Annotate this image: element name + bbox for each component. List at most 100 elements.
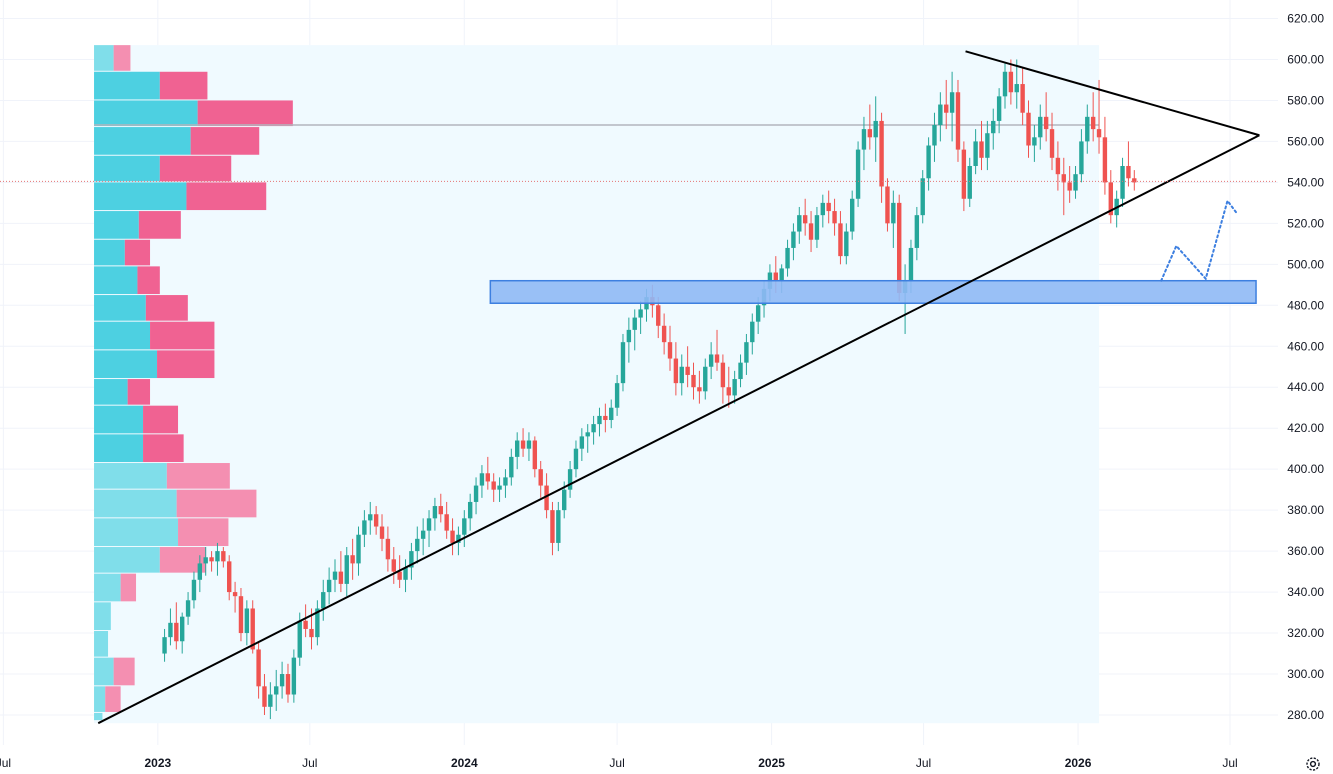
- candle-body[interactable]: [738, 362, 743, 380]
- candle-body[interactable]: [979, 141, 984, 158]
- candle-body[interactable]: [661, 325, 667, 343]
- candle-body[interactable]: [1026, 112, 1031, 146]
- candle-body[interactable]: [538, 469, 543, 486]
- candle-body[interactable]: [1126, 165, 1131, 179]
- candle-body[interactable]: [385, 538, 391, 560]
- candle-body[interactable]: [391, 559, 396, 572]
- candle-body[interactable]: [344, 555, 349, 584]
- candle-body[interactable]: [297, 620, 302, 658]
- ascending-trendline[interactable]: [97, 134, 1260, 725]
- candle-body[interactable]: [691, 374, 696, 388]
- candle-body[interactable]: [955, 92, 961, 150]
- candle-body[interactable]: [597, 415, 602, 425]
- candle-body[interactable]: [638, 309, 643, 318]
- candle-body[interactable]: [679, 366, 684, 384]
- candle-body[interactable]: [1061, 174, 1066, 183]
- candle-body[interactable]: [697, 387, 702, 392]
- candle-body[interactable]: [338, 571, 344, 584]
- candle-body[interactable]: [232, 592, 238, 597]
- candle-body[interactable]: [744, 342, 749, 363]
- candle-body[interactable]: [162, 637, 167, 654]
- candle-body[interactable]: [1090, 116, 1096, 130]
- candle-body[interactable]: [667, 342, 673, 359]
- candle-body[interactable]: [1032, 137, 1037, 146]
- candle-body[interactable]: [920, 178, 925, 216]
- candle-body[interactable]: [215, 551, 220, 562]
- candle-body[interactable]: [203, 557, 208, 564]
- candle-body[interactable]: [626, 329, 632, 343]
- drawings[interactable]: [0, 50, 1278, 725]
- candle-body[interactable]: [779, 268, 784, 281]
- candle-body[interactable]: [1132, 178, 1137, 183]
- candle-body[interactable]: [614, 383, 620, 408]
- candle-body[interactable]: [1085, 116, 1090, 142]
- candle-body[interactable]: [550, 510, 555, 543]
- candle-body[interactable]: [562, 489, 567, 511]
- candle-body[interactable]: [1038, 116, 1043, 138]
- candle-body[interactable]: [949, 92, 955, 113]
- candle-body[interactable]: [814, 215, 820, 240]
- candle-body[interactable]: [315, 608, 320, 638]
- candles[interactable]: [162, 59, 1137, 720]
- candle-body[interactable]: [861, 129, 867, 150]
- candle-body[interactable]: [620, 342, 626, 384]
- candle-body[interactable]: [1073, 174, 1078, 191]
- candle-body[interactable]: [174, 622, 179, 642]
- candle-body[interactable]: [415, 538, 420, 552]
- candle-body[interactable]: [350, 555, 355, 564]
- candle-body[interactable]: [797, 215, 802, 232]
- candle-body[interactable]: [1014, 84, 1019, 93]
- candle-body[interactable]: [808, 223, 814, 240]
- candle-body[interactable]: [197, 563, 203, 580]
- candle-body[interactable]: [467, 501, 473, 519]
- candle-body[interactable]: [726, 387, 731, 396]
- candle-body[interactable]: [438, 506, 443, 515]
- candle-body[interactable]: [1008, 71, 1014, 93]
- candle-body[interactable]: [897, 202, 902, 294]
- candle-body[interactable]: [1002, 71, 1008, 97]
- candle-body[interactable]: [991, 120, 996, 134]
- candle-body[interactable]: [791, 231, 796, 248]
- candle-body[interactable]: [914, 215, 920, 248]
- candle-body[interactable]: [509, 456, 514, 478]
- candle-body[interactable]: [873, 120, 878, 138]
- candle-body[interactable]: [274, 686, 279, 695]
- candle-body[interactable]: [573, 448, 579, 470]
- candle-body[interactable]: [1096, 129, 1102, 138]
- candle-body[interactable]: [479, 473, 485, 486]
- candle-body[interactable]: [1020, 84, 1025, 113]
- candle-body[interactable]: [885, 186, 890, 224]
- candle-body[interactable]: [473, 485, 479, 502]
- demand-zone-layer[interactable]: [489, 279, 1257, 304]
- candle-body[interactable]: [227, 561, 232, 593]
- candle-body[interactable]: [462, 518, 467, 535]
- candle-body[interactable]: [944, 104, 949, 113]
- candle-body[interactable]: [526, 440, 532, 449]
- candle-body[interactable]: [879, 120, 884, 187]
- candle-body[interactable]: [673, 358, 679, 384]
- candle-body[interactable]: [632, 317, 637, 330]
- candle-body[interactable]: [967, 165, 972, 199]
- candle-body[interactable]: [356, 534, 361, 564]
- candle-body[interactable]: [1049, 129, 1055, 158]
- candle-body[interactable]: [785, 247, 790, 269]
- candle-body[interactable]: [373, 514, 379, 527]
- candle-body[interactable]: [591, 424, 596, 433]
- candle-body[interactable]: [1055, 157, 1061, 175]
- candle-body[interactable]: [303, 620, 308, 629]
- candle-body[interactable]: [379, 526, 385, 539]
- candle-body[interactable]: [985, 133, 990, 158]
- candle-body[interactable]: [444, 514, 449, 531]
- candle-body[interactable]: [603, 415, 608, 421]
- candle-body[interactable]: [609, 407, 614, 421]
- candle-body[interactable]: [732, 379, 737, 396]
- descending-trendline[interactable]: [965, 50, 1260, 137]
- candle-body[interactable]: [656, 305, 661, 326]
- candle-body[interactable]: [362, 520, 367, 535]
- candle-body[interactable]: [855, 149, 861, 199]
- candle-body[interactable]: [485, 473, 491, 482]
- candle-body[interactable]: [532, 440, 538, 470]
- candle-body[interactable]: [820, 202, 826, 216]
- candle-body[interactable]: [973, 141, 978, 166]
